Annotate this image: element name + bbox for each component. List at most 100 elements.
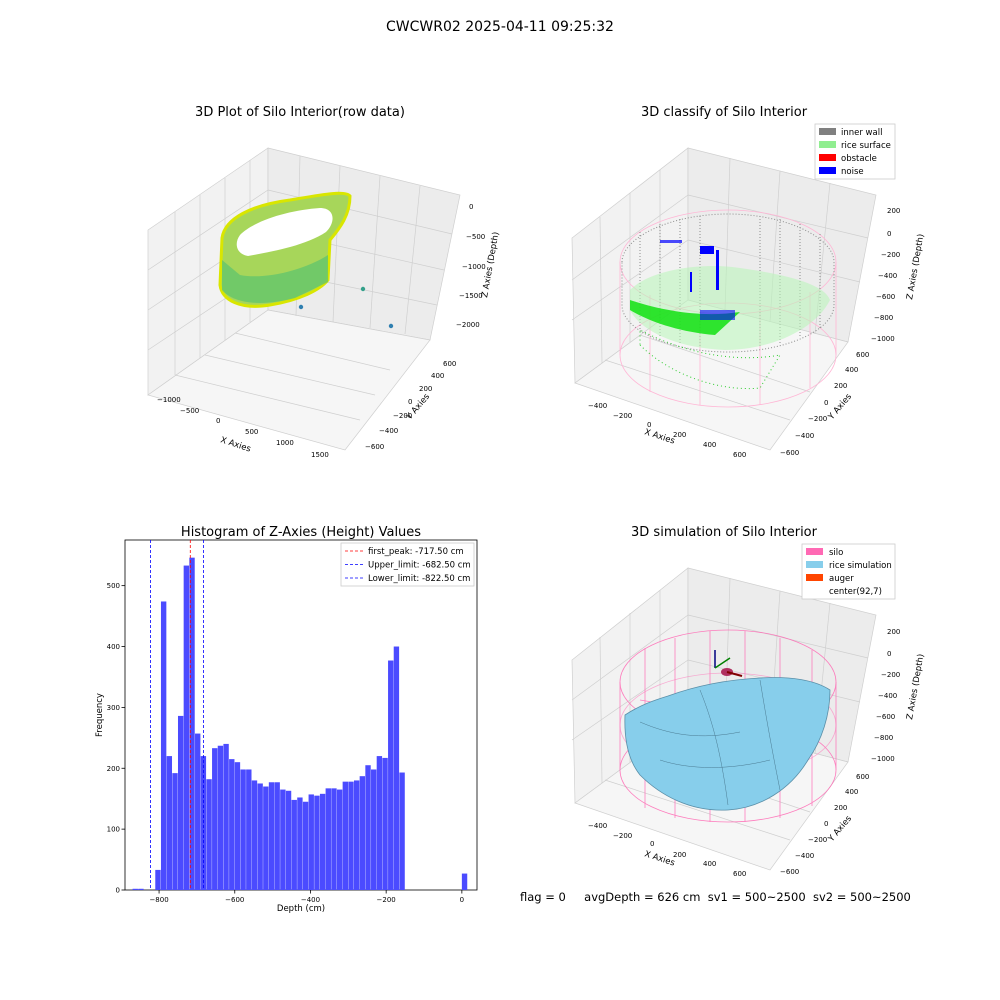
classify-xtick: 200 <box>673 431 686 439</box>
raw-xtick: 0 <box>216 417 220 425</box>
classify-ylabel: Y Axies <box>826 392 854 423</box>
hist-bar <box>172 773 178 890</box>
hist-bar <box>308 794 314 890</box>
simulation-ytick: 0 <box>824 820 828 828</box>
raw-ytick: 200 <box>419 385 432 393</box>
hist-bar <box>206 779 212 890</box>
sv2-value: sv2 = 500~2500 <box>812 890 911 904</box>
classify-noise-points <box>660 240 735 320</box>
hist-bar <box>189 557 195 890</box>
raw-xlabel: X Axies <box>219 435 252 454</box>
simulation-x-tick-labels: −400 −200 0 200 400 600 <box>588 822 746 878</box>
hist-ytick-label: 100 <box>107 826 120 834</box>
hist-bar <box>297 797 303 890</box>
simulation-ytick: −400 <box>795 852 814 860</box>
hist-bar <box>155 869 161 890</box>
hist-bar <box>399 772 405 890</box>
hist-title: Histogram of Z-Axies (Height) Values <box>181 525 421 540</box>
hist-bar <box>331 788 337 890</box>
classify-ytick: 400 <box>845 366 858 374</box>
legend-label-noise: noise <box>841 167 864 177</box>
simulation-zlabel: Z Axies (Depth) <box>905 653 926 720</box>
simulation-ytick: −600 <box>780 868 799 876</box>
hist-bar <box>342 781 349 890</box>
hist-legend-frame <box>340 542 475 587</box>
raw-3d-box <box>147 147 461 451</box>
raw-xtick: 1500 <box>311 451 329 459</box>
hist-bar <box>195 733 201 890</box>
hist-bars <box>132 557 468 890</box>
simulation-ztick: −200 <box>881 671 900 679</box>
hist-legend-label: Upper_limit: -682.50 cm <box>368 561 471 571</box>
raw-ztick: −500 <box>466 233 485 241</box>
classify-xtick: 0 <box>647 421 651 429</box>
hist-bar <box>359 776 366 890</box>
simulation-ytick: −200 <box>808 836 827 844</box>
classify-xtick: 400 <box>703 441 716 449</box>
classify-x-tick-labels: −400 −200 0 200 400 600 <box>588 402 746 459</box>
hist-ytick-label: 200 <box>107 765 120 773</box>
hist-legend: first_peak: -717.50 cm Upper_limit: -682.… <box>340 542 475 587</box>
classify-xlabel: X Axies <box>643 427 676 446</box>
hist-bar <box>200 756 207 890</box>
sv1-value: sv1 = 500~2500 <box>707 890 806 904</box>
avg-depth-value: avgDepth = 626 cm <box>584 890 701 904</box>
hist-vlines <box>150 540 204 890</box>
classify-ztick: 0 <box>887 230 891 238</box>
classify-ytick: 0 <box>824 399 828 407</box>
hist-bar <box>302 801 309 890</box>
legend-label-inner-wall: inner wall <box>841 128 882 138</box>
hist-bar <box>223 743 229 890</box>
panel-classify-3d: 3D classify of Silo Interior <box>571 105 927 459</box>
panel-raw-3d: 3D Plot of Silo Interior(row data) − <box>147 105 502 459</box>
hist-bar <box>160 601 167 890</box>
legend-swatch-rice-simulation <box>806 561 823 568</box>
legend-label-silo: silo <box>829 548 843 558</box>
hist-bar <box>393 646 400 890</box>
simulation-rice-surface <box>624 677 831 811</box>
hist-bar <box>319 793 326 890</box>
hist-legend-label: first_peak: -717.50 cm <box>368 547 464 557</box>
hist-xtick-label: −800 <box>149 896 168 904</box>
classify-ytick: 600 <box>856 351 869 359</box>
hist-xtick-label: −200 <box>377 896 396 904</box>
classify-xtick: −200 <box>613 412 632 420</box>
classify-xtick: 600 <box>733 451 746 459</box>
hist-bar <box>229 759 235 890</box>
raw-x-tick-labels: −1000 −500 0 500 1000 1500 <box>157 396 329 459</box>
raw-z-tick-labels: 0 −500 −1000 −1500 −2000 <box>456 203 486 329</box>
hist-bar <box>183 565 190 890</box>
hist-bar <box>461 873 468 890</box>
classify-ztick: −400 <box>878 272 897 280</box>
legend-swatch-obstacle <box>819 154 836 161</box>
hist-bar <box>240 769 246 890</box>
legend-label-rice-simulation: rice simulation <box>829 561 892 571</box>
classify-ztick: −800 <box>874 314 893 322</box>
raw-title: 3D Plot of Silo Interior(row data) <box>195 105 405 120</box>
simulation-legend: silo rice simulation auger center(92,7) <box>801 543 896 600</box>
legend-label-rice-surface: rice surface <box>841 141 891 151</box>
raw-xtick: −1000 <box>157 396 181 404</box>
hist-legend-label: Lower_limit: -822.50 cm <box>368 574 470 584</box>
raw-ytick: 400 <box>431 372 444 380</box>
simulation-ytick: 600 <box>856 773 869 781</box>
hist-bar <box>234 762 241 890</box>
raw-ztick: 0 <box>469 203 473 211</box>
hist-ytick-label: 500 <box>107 582 120 590</box>
hist-xtick-label: −400 <box>301 896 320 904</box>
raw-xtick: 1000 <box>276 439 294 447</box>
classify-ytick: −400 <box>795 432 814 440</box>
classify-legend: inner wall rice surface obstacle noise <box>814 123 896 180</box>
hist-bar <box>212 748 218 890</box>
hist-bar <box>365 765 371 890</box>
hist-bar <box>388 660 394 890</box>
classify-zlabel: Z Axies (Depth) <box>905 233 926 300</box>
legend-swatch-noise <box>819 167 836 174</box>
raw-xtick: 500 <box>245 428 258 436</box>
hist-bar <box>314 795 320 890</box>
hist-bar <box>353 780 360 890</box>
classify-xtick: −400 <box>588 402 607 410</box>
hist-bar <box>138 888 144 890</box>
legend-swatch-silo <box>806 548 823 555</box>
